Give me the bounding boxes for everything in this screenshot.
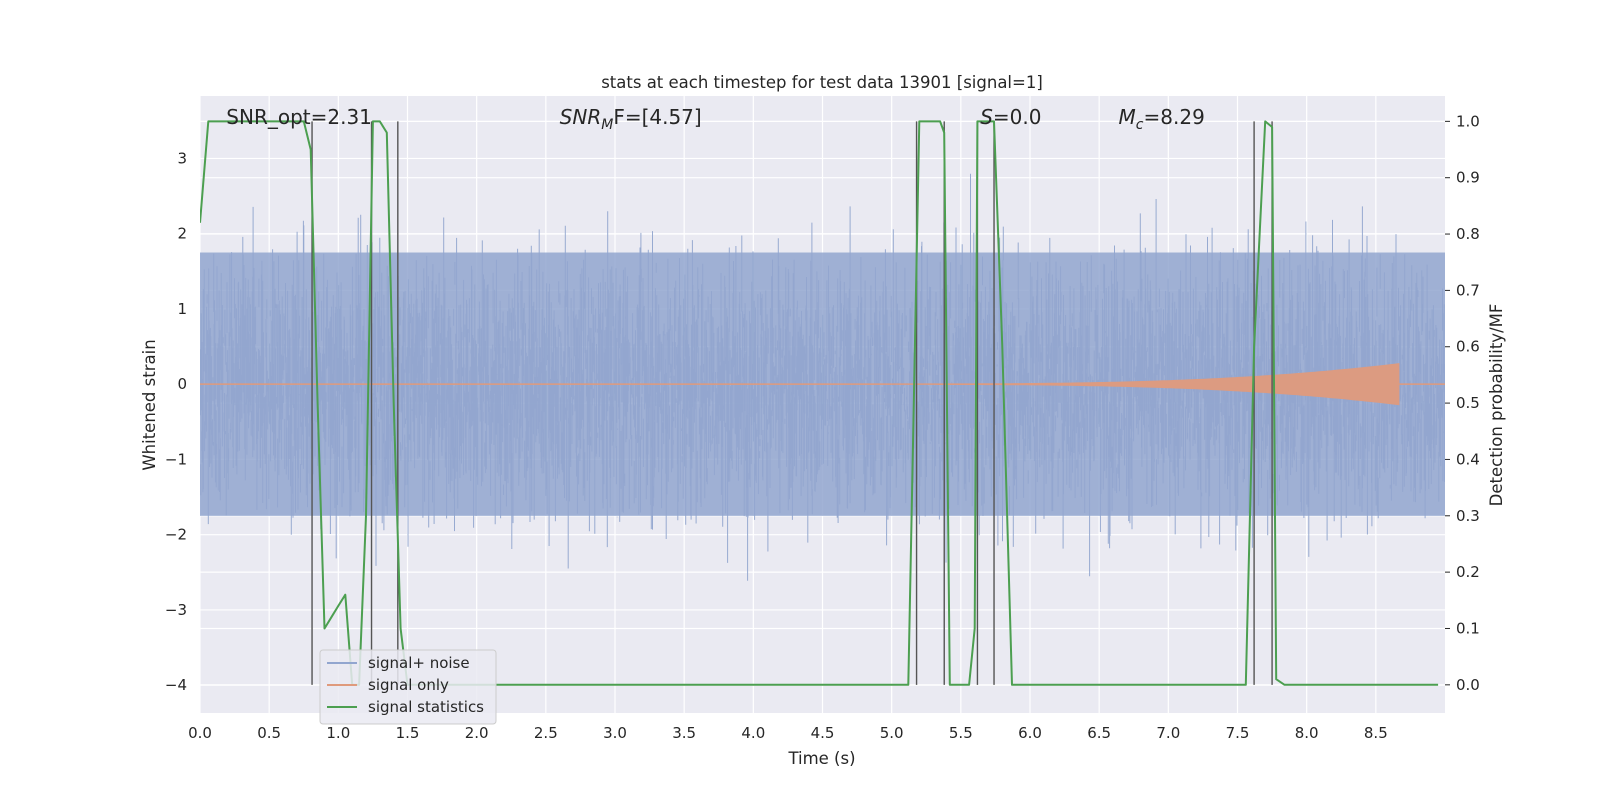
x-tick-label-3: 1.5	[396, 724, 420, 742]
y-right-tick-label-7: 0.3	[1456, 507, 1480, 525]
y-tick-label-0: 3	[177, 149, 187, 167]
y-right-tick-label-5: 0.5	[1456, 394, 1480, 412]
y-right-tick-label-6: 0.4	[1456, 450, 1480, 468]
y-right-tick-labels: 1.0 0.9 0.8 0.7 0.6 0.5 0.4 0.3 0.2 0.1 0.0	[1445, 112, 1480, 694]
annotation-3: Mc=8.29	[1119, 105, 1205, 133]
y-tick-labels: 3 2 1 0 −1 −2 −3 −4	[165, 149, 187, 694]
signal-statistics-series	[200, 120, 1439, 686]
y-right-tick-label-0: 1.0	[1456, 112, 1480, 130]
y-right-axis-label: Detection probability/MF	[1487, 304, 1506, 507]
signal-chirp	[891, 363, 1400, 406]
x-tick-label-4: 2.0	[465, 724, 489, 742]
y-right-tick-label-9: 0.1	[1456, 619, 1480, 637]
legend: signal+ noise signal only signal statist…	[319, 649, 497, 725]
x-axis-label: Time (s)	[787, 749, 855, 768]
x-tick-label-14: 7.0	[1156, 724, 1180, 742]
y-right-tick-label-10: 0.0	[1456, 676, 1480, 694]
signal-only-series	[200, 363, 1445, 406]
x-tick-label-8: 4.0	[741, 724, 765, 742]
y-tick-label-2: 1	[177, 300, 187, 318]
legend-box	[319, 649, 497, 725]
y-tick-label-4: −1	[165, 450, 187, 468]
y-right-tick-label-2: 0.8	[1456, 225, 1480, 243]
annotation-0: SNR_opt=2.31	[226, 105, 372, 129]
y-axis-label: Whitened strain	[140, 339, 159, 470]
y-right-tick-label-4: 0.6	[1456, 338, 1480, 356]
signal-statistics-line	[200, 120, 1439, 686]
annotation-1: SNRMF=[4.57]	[560, 105, 702, 133]
x-tick-label-7: 3.5	[672, 724, 696, 742]
x-tick-label-1: 0.5	[257, 724, 281, 742]
y-tick-label-5: −2	[165, 526, 187, 544]
annotation-2: S=0.0	[980, 105, 1041, 129]
x-tick-label-15: 7.5	[1226, 724, 1250, 742]
x-tick-label-16: 8.0	[1295, 724, 1319, 742]
x-tick-label-9: 4.5	[811, 724, 835, 742]
x-tick-label-6: 3.0	[603, 724, 627, 742]
x-tick-labels: 0.0 0.5 1.0 1.5 2.0 2.5 3.0 3.5 4.0 4.5 5.0 5.5 6.0 6…	[188, 724, 1388, 742]
legend-label-signal: signal only	[368, 676, 449, 694]
x-tick-label-0: 0.0	[188, 724, 212, 742]
y-right-tick-label-1: 0.9	[1456, 169, 1480, 187]
y-tick-label-1: 2	[177, 225, 187, 243]
x-tick-label-5: 2.5	[534, 724, 558, 742]
x-tick-label-17: 8.5	[1364, 724, 1388, 742]
y-tick-label-7: −4	[165, 676, 187, 694]
x-tick-label-11: 5.5	[949, 724, 973, 742]
legend-label-stats: signal statistics	[368, 698, 484, 716]
x-tick-label-2: 1.0	[326, 724, 350, 742]
y-right-tick-label-8: 0.2	[1456, 563, 1480, 581]
y-right-tick-label-3: 0.7	[1456, 281, 1480, 299]
x-tick-label-13: 6.5	[1087, 724, 1111, 742]
legend-label-noise: signal+ noise	[368, 654, 470, 672]
annotations: SNR_opt=2.31 SNRMF=[4.57] S=0.0 Mc=8.29	[226, 105, 1205, 133]
y-tick-label-3: 0	[177, 375, 187, 393]
x-tick-label-12: 6.0	[1018, 724, 1042, 742]
x-tick-label-10: 5.0	[880, 724, 904, 742]
y-tick-label-6: −3	[165, 601, 187, 619]
chart-title: stats at each timestep for test data 139…	[601, 73, 1043, 92]
